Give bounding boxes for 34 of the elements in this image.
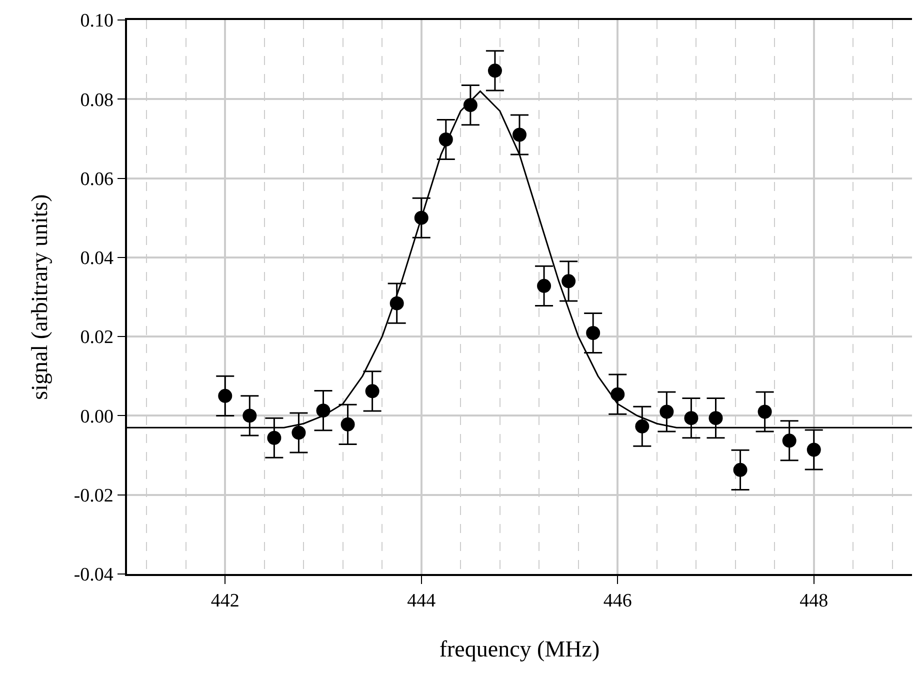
- y-tick-label: -0.04: [74, 564, 114, 586]
- point: [512, 128, 526, 142]
- point: [242, 408, 257, 423]
- point: [537, 278, 552, 293]
- y-tick-label: 0.10: [80, 10, 114, 32]
- point: [708, 411, 723, 426]
- point: [365, 384, 380, 398]
- y-tick-label: 0.06: [80, 168, 114, 190]
- point: [758, 404, 772, 419]
- x-tick-label: 446: [603, 590, 632, 612]
- y-axis-title: signal (arbitrary units): [26, 194, 52, 400]
- y-tick-label: -0.02: [74, 486, 114, 507]
- point: [684, 411, 698, 426]
- point: [806, 442, 821, 457]
- point: [610, 387, 625, 402]
- point: [562, 274, 576, 288]
- x-tick-label: 448: [800, 590, 828, 612]
- y-tick-label: 0.00: [80, 406, 114, 428]
- y-tick-label: 0.02: [80, 327, 114, 348]
- point: [218, 388, 232, 403]
- point: [488, 64, 502, 78]
- point: [267, 430, 282, 445]
- y-tick-label: 0.08: [80, 90, 114, 111]
- point: [586, 326, 600, 340]
- x-axis-title: frequency (MHz): [439, 636, 600, 662]
- point: [782, 434, 796, 448]
- point: [733, 462, 748, 477]
- y-tick-label: 0.04: [80, 248, 114, 270]
- point: [340, 417, 355, 432]
- x-tick-label: 442: [210, 590, 240, 612]
- x-tick-label: 444: [407, 590, 436, 612]
- point: [635, 419, 650, 434]
- point: [660, 404, 674, 419]
- point: [292, 426, 306, 440]
